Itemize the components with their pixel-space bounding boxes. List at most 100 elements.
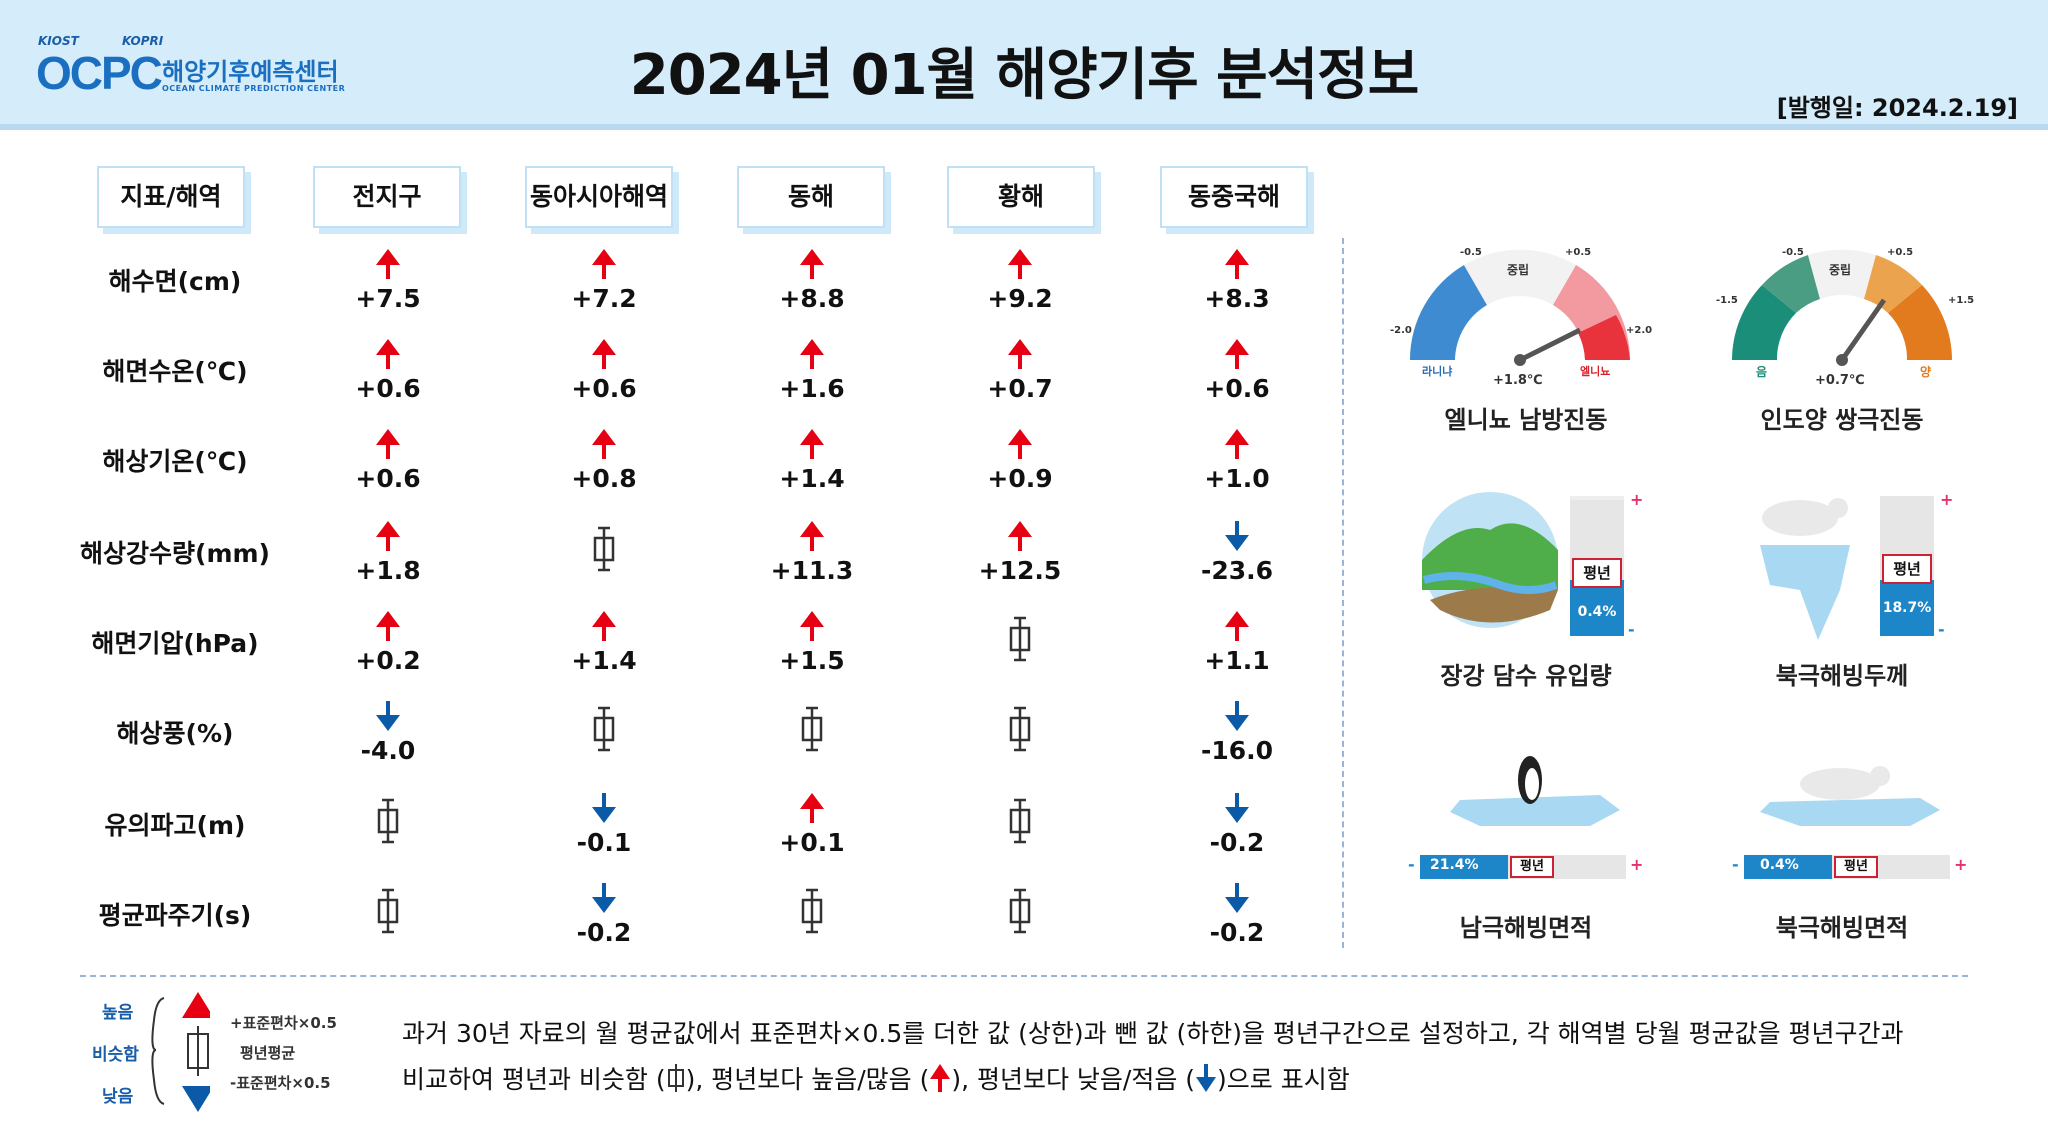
up-arrow-icon [376,611,400,641]
normal-range-icon [377,798,399,844]
yangtze-minus: - [1628,620,1635,639]
cell-value: +0.7 [987,374,1053,403]
table-cell [737,700,887,780]
table-cell [737,882,887,962]
table-cell [945,882,1095,962]
table-cell: +0.1 [737,792,887,872]
arctic-thickness-minus: - [1938,620,1945,639]
table-cell [529,520,679,600]
normal-range-icon [667,1064,684,1092]
iod-gauge: -1.5 -0.5 +0.5 +1.5 중립 음 양 +0.7℃ [1712,245,1974,395]
cell-value: -0.2 [1209,918,1265,947]
table-cell: +0.6 [313,338,463,418]
table-cell: +1.0 [1162,428,1312,508]
table-cell: +11.3 [737,520,887,600]
footnote-part-a: 비교하여 평년과 비슷함 ( [402,1065,666,1094]
normal-range-icon [801,888,823,934]
cell-value: +0.2 [355,646,421,675]
legend-mean: 평년평균 [240,1044,296,1062]
up-arrow-icon [592,249,616,279]
iod-title: 인도양 쌍극진동 [1760,406,1924,434]
iod-right-label: 양 [1920,365,1932,379]
table-cell [529,700,679,780]
up-arrow-icon [1008,429,1032,459]
antarctic-area-bar: 21.4% 평년 [1420,855,1626,879]
table-cell [945,792,1095,872]
up-arrow-icon [1008,249,1032,279]
up-arrow-icon [800,521,824,551]
iod-neutral: 중립 [1829,263,1852,277]
yangtze-river-icon [1422,492,1558,628]
iod-left-label: 음 [1756,365,1768,379]
legend-minus-sd: -표준편차×0.5 [230,1074,331,1092]
horizontal-divider [80,975,1968,977]
table-cell [945,700,1095,780]
table-cell: +0.2 [313,610,463,690]
cell-value: +11.3 [770,556,854,585]
cell-value: +0.6 [355,464,421,493]
column-header-indicator: 지표/해역 [97,166,245,228]
cell-value: +0.6 [571,374,637,403]
up-arrow-icon [592,339,616,369]
enso-title: 엘니뇨 남방진동 [1444,406,1608,434]
table-cell: +0.6 [529,338,679,418]
antarctic-area-panel [1420,750,1640,860]
table-cell: -4.0 [313,700,463,780]
page-title: 2024년 01월 해양기후 분석정보 [629,43,1419,108]
down-arrow-icon [592,793,616,823]
up-arrow-icon [1225,249,1249,279]
table-cell: +0.9 [945,428,1095,508]
cell-value: +1.4 [571,646,637,675]
arctic-area-bar: 0.4% 평년 [1744,855,1950,879]
arctic-thickness-panel: 평년 18.7% + - [1740,490,1980,640]
yangtze-avg-label: 평년 [1572,558,1622,588]
enso-left-label: 라니냐 [1422,365,1453,378]
table-cell: -0.1 [529,792,679,872]
up-arrow-icon [1008,521,1032,551]
arctic-area-minus: - [1732,855,1739,874]
table-cell [945,610,1095,690]
cell-value: +8.8 [779,284,845,313]
up-arrow-icon [800,429,824,459]
enso-value: +1.8℃ [1493,373,1543,388]
iod-gauge-icon [1732,249,1952,366]
legend-low: 낮음 [102,1087,134,1107]
cell-value: +7.2 [571,284,637,313]
down-arrow-icon [1196,1064,1217,1092]
yangtze-title: 장강 담수 유입량 [1440,662,1612,690]
down-arrow-icon [1225,521,1249,551]
cell-value: -16.0 [1200,736,1274,765]
table-cell: -23.6 [1162,520,1312,600]
up-arrow-icon [592,429,616,459]
row-label: 해면수온(℃) [102,357,248,386]
cell-value: +8.3 [1204,284,1270,313]
normal-range-icon [1009,888,1031,934]
table-cell: -0.2 [529,882,679,962]
table-cell: +8.3 [1162,248,1312,328]
cell-value: +1.6 [779,374,845,403]
arctic-area-title: 북극해빙면적 [1775,914,1909,942]
table-cell: +7.5 [313,248,463,328]
iod-value: +0.7℃ [1815,373,1865,388]
up-arrow-icon [800,249,824,279]
up-arrow-icon [800,611,824,641]
arctic-area-avg-label: 평년 [1834,856,1878,878]
normal-range-icon [377,888,399,934]
arctic-thickness-title: 북극해빙두께 [1775,662,1909,690]
cell-value: +9.2 [987,284,1053,313]
logo-korean-name: 해양기후예측센터 [162,58,339,86]
antarctic-area-avg-label: 평년 [1510,856,1554,878]
logo-mark: OCPC [36,47,163,99]
footnote-part-c: ), 평년보다 낮음/적음 ( [951,1065,1196,1094]
table-cell: +7.2 [529,248,679,328]
antarctic-area-title: 남극해빙면적 [1459,914,1593,942]
cell-value: +0.9 [987,464,1053,493]
up-arrow-icon [800,793,824,823]
column-header-yellow-sea: 황해 [947,166,1095,228]
cell-value: +0.6 [355,374,421,403]
legend-similar: 비슷함 [92,1045,139,1065]
antarctic-area-bar-fill [1420,855,1508,879]
row-label: 평균파주기(s) [98,901,252,930]
yangtze-panel: 평년 0.4% + - [1420,490,1660,640]
footnote-line-2: 비교하여 평년과 비슷함 ( ), 평년보다 높음/많음 ( ), 평년보다 낮… [402,1060,1350,1096]
